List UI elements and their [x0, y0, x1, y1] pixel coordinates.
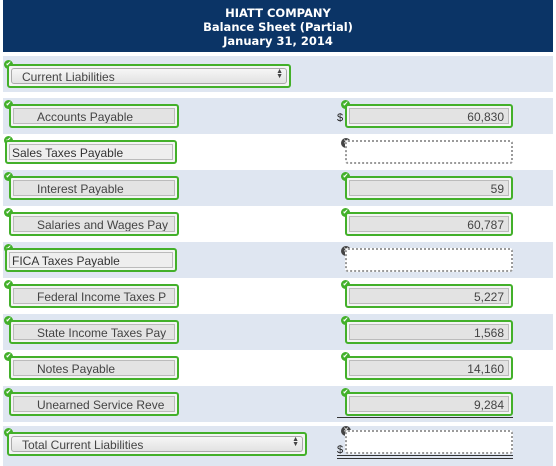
liability-row: ✔Sales Taxes Payable✕: [3, 134, 553, 170]
liability-label: Accounts Payable: [13, 108, 175, 124]
liability-amount-input[interactable]: [345, 140, 513, 164]
total-amount-input[interactable]: [345, 430, 513, 454]
liability-label: Federal Income Taxes P: [13, 288, 175, 304]
dollar-sign: $: [337, 112, 344, 124]
liability-label: Sales Taxes Payable: [9, 144, 173, 160]
check-icon: ✔: [4, 100, 13, 109]
total-row: ✔ Total Current Liabilities ▲▼ ✕ $: [3, 426, 553, 466]
company-name: HIATT COMPANY: [225, 6, 331, 20]
check-icon: ✔: [4, 280, 13, 289]
liability-label-field[interactable]: State Income Taxes Pay: [9, 320, 179, 344]
liability-amount: 5,227: [349, 288, 509, 304]
liability-label: Unearned Service Reve: [13, 396, 175, 412]
select-arrows-icon: ▲ ▼: [276, 68, 283, 80]
section-select-value: Current Liabilities: [11, 68, 287, 84]
liability-label: FICA Taxes Payable: [9, 252, 173, 268]
liability-amount-input[interactable]: [345, 248, 513, 272]
check-icon: ✔: [4, 172, 13, 181]
check-icon: ✔: [4, 208, 13, 217]
liability-label: State Income Taxes Pay: [13, 324, 175, 340]
liability-amount-input[interactable]: 14,160: [345, 356, 513, 380]
double-underline: [337, 455, 513, 459]
dollar-sign: $: [337, 444, 344, 456]
section-select[interactable]: Current Liabilities ▲ ▼: [7, 64, 291, 88]
liability-label-field[interactable]: Accounts Payable: [9, 104, 179, 128]
liability-row: ✔Unearned Service Reve✔9,284: [3, 386, 553, 422]
liability-row: ✔Salaries and Wages Pay✔60,787: [3, 206, 553, 242]
liability-row: ✔Interest Payable✔59: [3, 170, 553, 206]
liability-amount-input[interactable]: 9,284: [345, 392, 513, 416]
liability-amount: [349, 252, 509, 268]
liability-amount: 60,787: [349, 216, 509, 232]
statement-title: Balance Sheet (Partial): [203, 20, 353, 34]
liability-row: ✔State Income Taxes Pay✔1,568: [3, 314, 553, 350]
liability-label: Notes Payable: [13, 360, 175, 376]
statement-date: January 31, 2014: [223, 34, 333, 48]
liability-amount: 60,830: [349, 108, 509, 124]
liability-row: ✔FICA Taxes Payable✕: [3, 242, 553, 278]
liability-amount: [349, 144, 509, 160]
liability-amount: 9,284: [349, 396, 509, 412]
liability-amount: 1,568: [349, 324, 509, 340]
liability-label-field[interactable]: FICA Taxes Payable: [5, 248, 177, 272]
liability-amount: 14,160: [349, 360, 509, 376]
liability-label-field[interactable]: Salaries and Wages Pay: [9, 212, 179, 236]
liability-amount-input[interactable]: 60,787: [345, 212, 513, 236]
total-select[interactable]: Total Current Liabilities ▲ ▼: [7, 432, 307, 456]
sum-underline: [337, 417, 513, 418]
liability-amount-input[interactable]: 5,227: [345, 284, 513, 308]
total-select-value: Total Current Liabilities: [11, 436, 303, 452]
liability-row: ✔Federal Income Taxes P✔5,227: [3, 278, 553, 314]
liability-label-field[interactable]: Unearned Service Reve: [9, 392, 179, 416]
liability-label-field[interactable]: Interest Payable: [9, 176, 179, 200]
liability-label-field[interactable]: Federal Income Taxes P: [9, 284, 179, 308]
check-icon: ✔: [4, 352, 13, 361]
liability-label-field[interactable]: Sales Taxes Payable: [5, 140, 177, 164]
liability-label: Salaries and Wages Pay: [13, 216, 175, 232]
liability-row: ✔Notes Payable✔14,160: [3, 350, 553, 386]
liability-amount-input[interactable]: 60,830: [345, 104, 513, 128]
check-icon: ✔: [4, 316, 13, 325]
liability-row: ✔Accounts Payable✔$60,830: [3, 98, 553, 134]
section-row: ✔ Current Liabilities ▲▼: [3, 56, 553, 92]
balance-sheet: HIATT COMPANY Balance Sheet (Partial) Ja…: [3, 0, 553, 466]
liability-label-field[interactable]: Notes Payable: [9, 356, 179, 380]
sheet-header: HIATT COMPANY Balance Sheet (Partial) Ja…: [3, 0, 553, 52]
liability-amount: 59: [349, 180, 509, 196]
liability-label: Interest Payable: [13, 180, 175, 196]
check-icon: ✔: [4, 388, 13, 397]
liability-amount-input[interactable]: 1,568: [345, 320, 513, 344]
liability-amount-input[interactable]: 59: [345, 176, 513, 200]
select-arrows-icon: ▲ ▼: [292, 436, 299, 448]
